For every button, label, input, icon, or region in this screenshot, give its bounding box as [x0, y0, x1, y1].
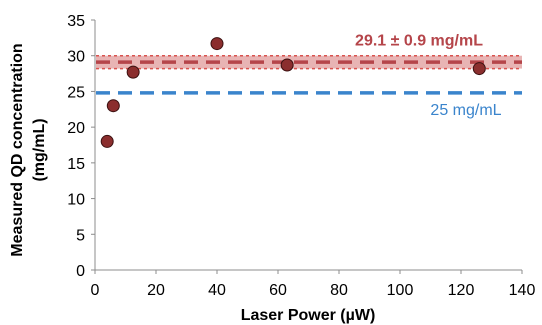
- axes-layer: [91, 19, 523, 274]
- x-tick-label: 0: [91, 282, 100, 299]
- uncertainty-band-layer: [96, 55, 522, 69]
- tick-labels-layer: 0 5 10 15 20 25 30 35 0 20 40 60 80 100 120 140: [67, 13, 535, 299]
- nominal-concentration-label: 25 mg/mL: [430, 102, 501, 119]
- data-point: [100, 134, 114, 148]
- x-tick-label: 20: [147, 282, 165, 299]
- x-tick-label: 60: [269, 282, 287, 299]
- data-point: [280, 58, 294, 72]
- y-tick-label: 25: [67, 84, 85, 101]
- annotation-layer: 29.1 ± 0.9 mg/mL 25 mg/mL: [355, 33, 502, 119]
- y-tick-label: 0: [76, 263, 85, 280]
- y-tick-label: 10: [67, 192, 85, 209]
- y-tick-label: 15: [67, 156, 85, 173]
- x-tick-label: 80: [330, 282, 348, 299]
- x-tick-label: 120: [448, 282, 475, 299]
- y-tick-label: 35: [67, 13, 85, 30]
- x-axis-title: Laser Power (µW): [241, 307, 376, 324]
- y-axis-title-line2: (mg/mL): [31, 118, 48, 181]
- data-point: [126, 65, 140, 79]
- data-point: [106, 99, 120, 113]
- data-point: [210, 37, 224, 51]
- x-tick-label: 100: [387, 282, 414, 299]
- reference-lines-layer: [96, 54, 522, 95]
- uncertainty-band: [96, 55, 522, 69]
- y-tick-label: 5: [76, 227, 85, 244]
- data-point: [472, 62, 486, 76]
- y-axis-title-line1: Measured QD concentration: [9, 43, 26, 256]
- x-tick-label: 140: [509, 282, 536, 299]
- mean-concentration-label: 29.1 ± 0.9 mg/mL: [355, 33, 483, 50]
- y-tick-label: 20: [67, 120, 85, 137]
- data-points-layer: [100, 37, 486, 148]
- x-tick-label: 40: [208, 282, 226, 299]
- y-tick-label: 30: [67, 49, 85, 66]
